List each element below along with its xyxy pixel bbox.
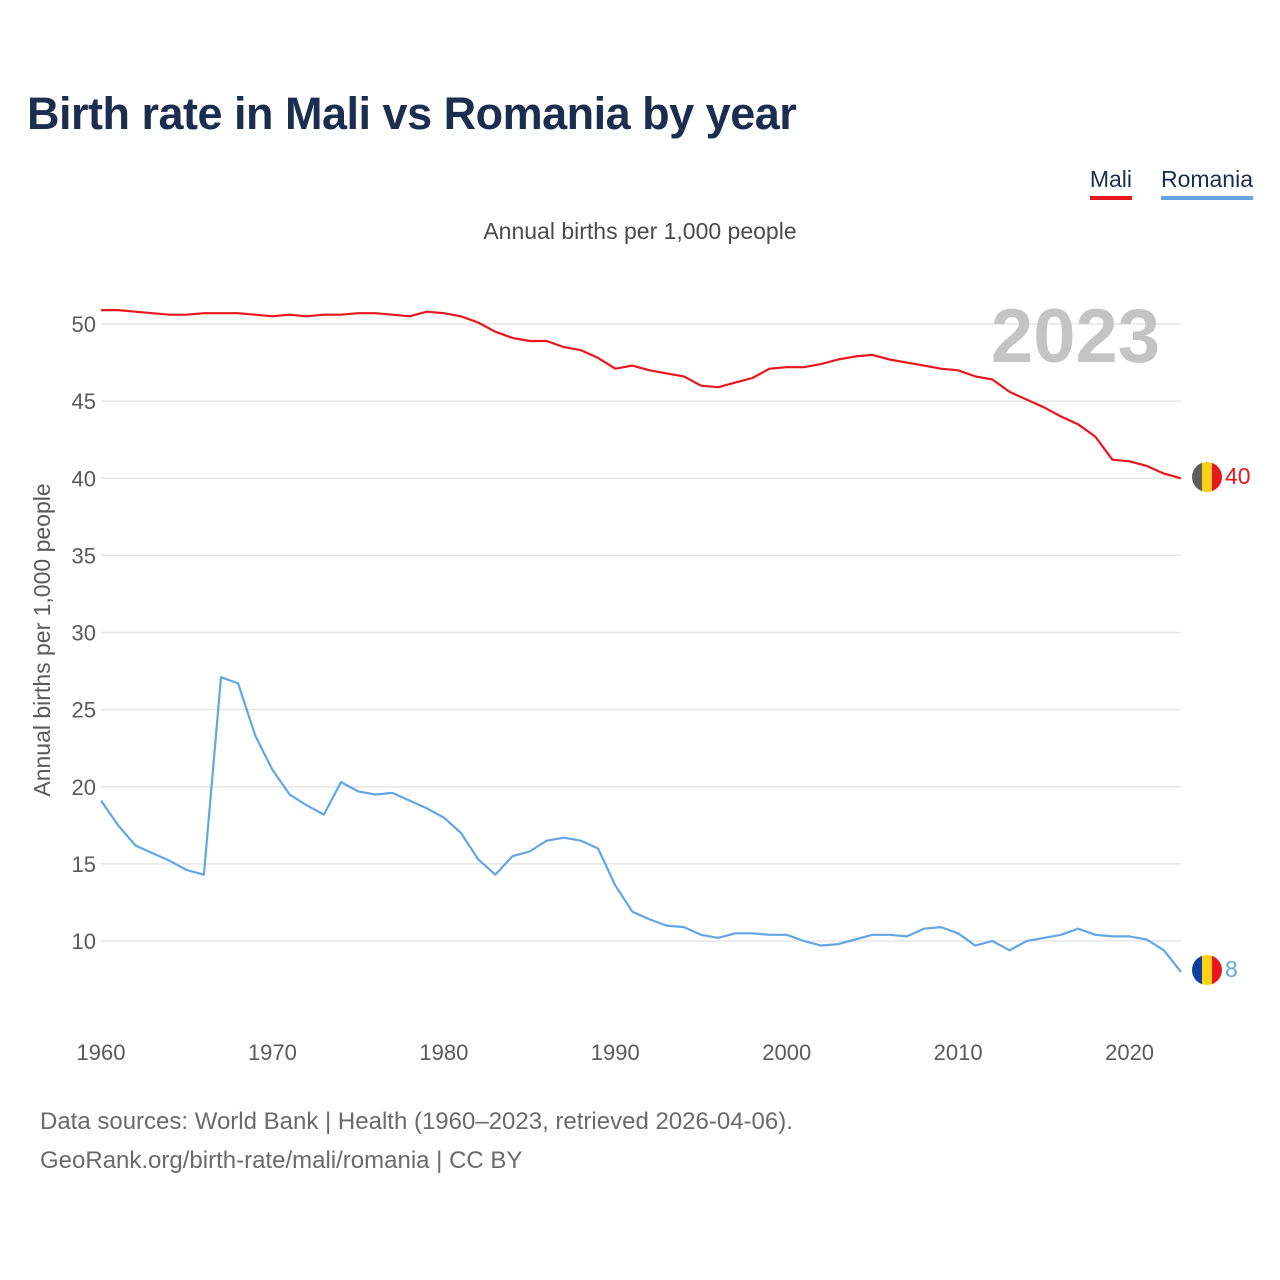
y-tick-label: 30 (72, 621, 96, 646)
source-link[interactable]: GeoRank.org/birth-rate/mali/romania | CC… (40, 1147, 523, 1174)
x-tick-label: 2000 (762, 1040, 811, 1065)
mali-flag-icon (1192, 462, 1222, 492)
y-tick-label: 50 (72, 312, 96, 337)
x-axis-ticks: 1960 1970 1980 1990 2000 2010 2020 (77, 1040, 1155, 1065)
legend-item-romania[interactable]: Romania (1160, 166, 1253, 200)
x-tick-label: 1960 (77, 1040, 126, 1065)
x-tick-label: 1970 (248, 1040, 297, 1065)
year-watermark: 2023 (991, 294, 1160, 379)
y-tick-label: 20 (72, 775, 96, 800)
romania-flag-icon (1192, 955, 1222, 985)
end-label-mali: 40 (1225, 463, 1251, 489)
y-tick-label: 45 (72, 389, 96, 414)
y-tick-label: 10 (72, 929, 96, 954)
gridlines (101, 323, 1181, 942)
x-tick-label: 2020 (1105, 1040, 1154, 1065)
y-tick-label: 35 (72, 543, 96, 568)
y-tick-label: 25 (72, 698, 96, 723)
chart-subtitle: Annual births per 1,000 people (483, 218, 797, 244)
legend-item-mali[interactable]: Mali (1089, 166, 1132, 200)
series-line-romania (100, 676, 1182, 973)
chart-title: Birth rate in Mali vs Romania by year (27, 88, 797, 139)
x-tick-label: 2010 (934, 1040, 983, 1065)
x-tick-label: 1980 (419, 1040, 468, 1065)
y-axis-ticks: 10 15 20 25 30 35 40 45 50 (72, 312, 96, 954)
series-line-mali (101, 309, 1182, 480)
x-tick-label: 1990 (591, 1040, 640, 1065)
y-axis-label: Annual births per 1,000 people (29, 483, 55, 796)
series-lines (100, 309, 1182, 973)
y-tick-label: 15 (72, 852, 96, 877)
y-tick-label: 40 (72, 466, 96, 491)
source-text: Data sources: World Bank | Health (1960–… (40, 1108, 793, 1135)
end-label-romania: 8 (1225, 956, 1238, 982)
